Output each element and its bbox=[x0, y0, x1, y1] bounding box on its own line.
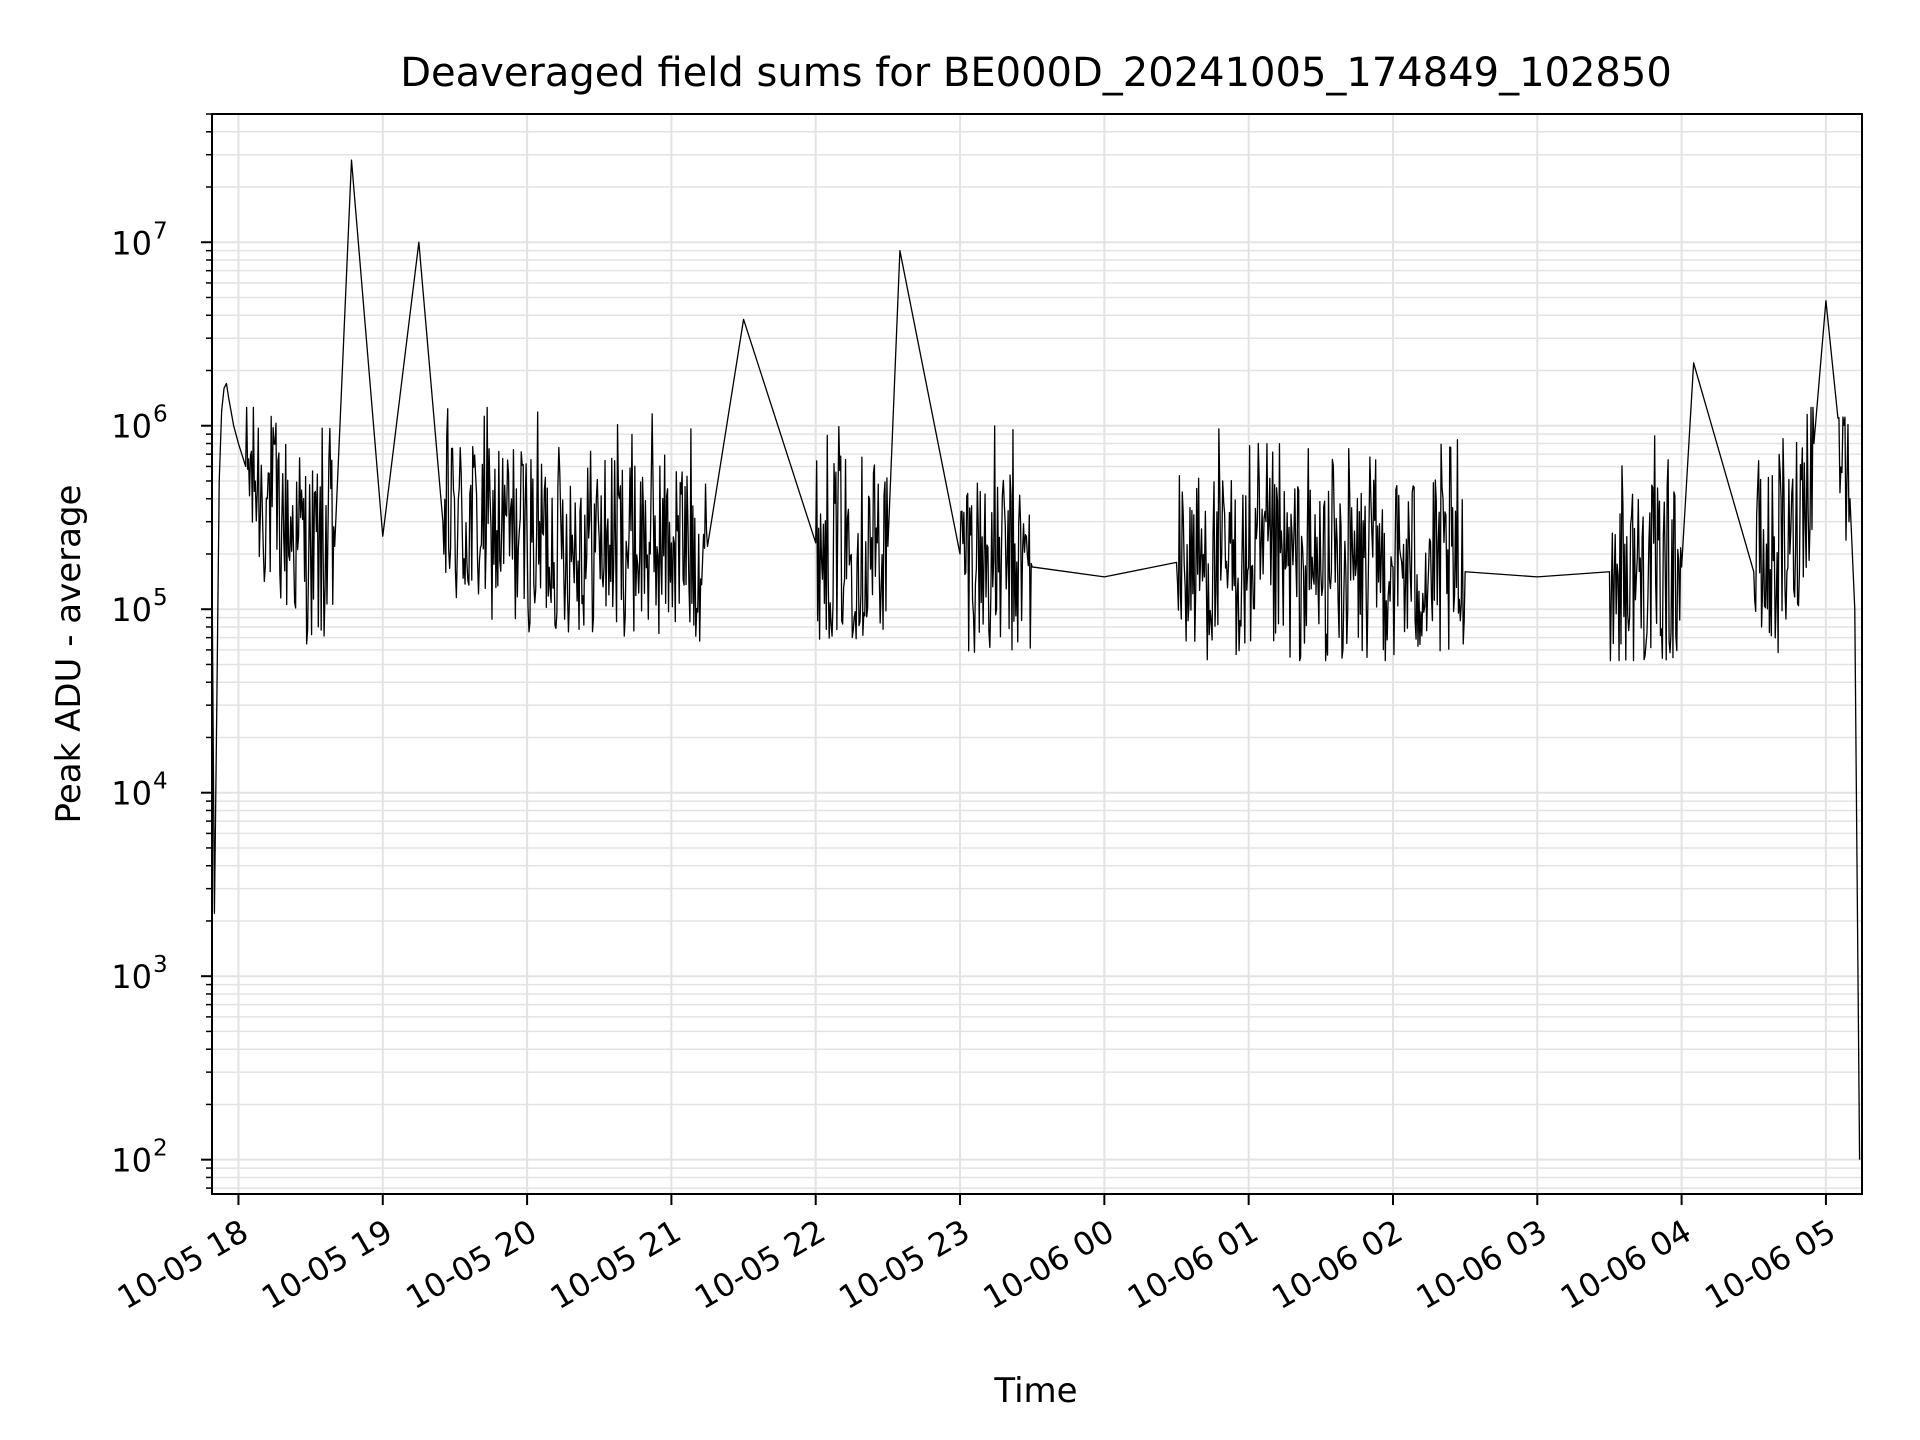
plot-frame bbox=[211, 113, 1863, 1195]
y-tick-label: 10 bbox=[111, 1142, 152, 1180]
grid-minor bbox=[212, 113, 1862, 1189]
y-tick-exponent: 2 bbox=[153, 1136, 168, 1162]
y-tick-exponent: 7 bbox=[153, 218, 168, 244]
chart-title: Deaveraged field sums for BE000D_2024100… bbox=[400, 50, 1672, 96]
y-tick-exponent: 4 bbox=[153, 769, 168, 795]
data-series bbox=[211, 159, 1861, 1160]
y-tick-exponent: 5 bbox=[153, 585, 168, 611]
y-tick-label: 10 bbox=[111, 408, 152, 446]
x-axis-label: Time bbox=[993, 1371, 1077, 1411]
y-tick-label: 10 bbox=[111, 591, 152, 629]
y-tick-exponent: 6 bbox=[153, 402, 168, 428]
y-axis-label: Peak ADU - average bbox=[49, 485, 89, 824]
series-line bbox=[211, 159, 1861, 1160]
y-tick-exponent: 3 bbox=[153, 952, 168, 978]
grid-major bbox=[212, 114, 1862, 1194]
y-tick-label: 10 bbox=[111, 958, 152, 996]
y-tick-label: 10 bbox=[111, 775, 152, 813]
y-tick-label: 10 bbox=[111, 224, 152, 262]
